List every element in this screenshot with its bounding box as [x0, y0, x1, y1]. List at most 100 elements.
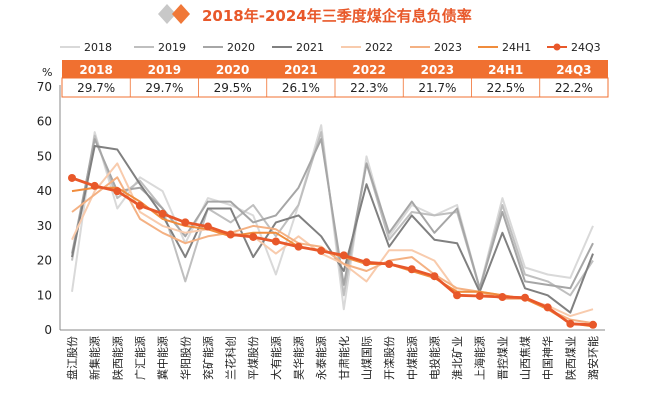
- table-header-cell: 2022: [352, 63, 385, 77]
- legend-item-24Q3: 24Q3: [547, 41, 601, 54]
- legend-item-2019: 2019: [134, 41, 186, 54]
- legend-item-2023: 2023: [410, 41, 462, 54]
- title-diamond-orange-icon: [172, 4, 190, 24]
- data-point: [90, 181, 99, 190]
- x-tick-label: 陕西煤业: [563, 336, 577, 380]
- data-point: [498, 293, 507, 302]
- x-tick-label: 兰花科创: [224, 336, 238, 380]
- legend-label: 24Q3: [571, 41, 601, 54]
- y-tick-label: 70: [37, 80, 52, 94]
- table-header-cell: 24Q3: [556, 63, 591, 77]
- table-value-cell: 22.5%: [487, 81, 525, 95]
- table-value-cell: 26.1%: [282, 81, 320, 95]
- legend-item-2021: 2021: [272, 41, 324, 54]
- data-point: [566, 319, 575, 328]
- table-header-cell: 24H1: [488, 63, 523, 77]
- legend-label: 2022: [365, 41, 393, 54]
- legend-label: 2018: [84, 41, 112, 54]
- y-axis-unit: %: [42, 66, 52, 79]
- table-header-cell: 2023: [421, 63, 454, 77]
- y-tick-label: 40: [37, 184, 52, 198]
- table-value-cell: 22.3%: [350, 81, 388, 95]
- x-tick-label: 电投能源: [427, 336, 441, 380]
- legend-item-2022: 2022: [341, 41, 393, 54]
- x-tick-label: 上海能源: [473, 336, 487, 380]
- x-tick-label: 开滦股份: [382, 336, 396, 380]
- table-value-cell: 29.5%: [214, 81, 252, 95]
- data-point: [339, 251, 348, 260]
- title-group: 2018年-2024年三季度煤企有息负债率: [158, 4, 472, 25]
- data-point: [135, 201, 144, 210]
- x-tick-label: 淮北矿业: [451, 336, 464, 380]
- x-tick-label: 冀中能源: [156, 336, 170, 380]
- table-value-cell: 22.2%: [555, 81, 593, 95]
- y-tick-label: 60: [37, 115, 52, 129]
- data-point: [271, 237, 280, 246]
- series-line: [71, 145, 594, 314]
- legend-label: 2020: [227, 41, 255, 54]
- data-point: [385, 260, 394, 269]
- title-diamond-gray-icon: [158, 4, 176, 24]
- data-point: [475, 291, 484, 300]
- x-tick-label: 中国神华: [541, 336, 555, 380]
- x-tick-label: 盘江股份: [65, 336, 79, 380]
- data-point: [226, 230, 235, 239]
- series-2021: [71, 145, 594, 314]
- series-line: [71, 162, 594, 318]
- data-point: [521, 293, 530, 302]
- series-2023: [71, 176, 594, 325]
- summary-table: 2018 29.7% 2019 29.7% 2020 29.5% 2021 26.1% 2022…: [61, 60, 609, 98]
- data-point: [407, 265, 416, 274]
- data-point: [543, 303, 552, 312]
- table-value-cell: 29.7%: [77, 81, 115, 95]
- table-header-row: [62, 60, 608, 78]
- data-point: [113, 187, 122, 196]
- series-2020: [71, 138, 594, 290]
- table-header-cell: 2019: [148, 63, 181, 77]
- data-point: [158, 209, 167, 218]
- data-point: [453, 291, 462, 300]
- legend-label: 2019: [158, 41, 186, 54]
- y-tick-label: 30: [37, 219, 52, 233]
- legend-label: 2023: [434, 41, 462, 54]
- x-tick-label: 陕西能源: [110, 336, 124, 380]
- plot-area: [68, 124, 597, 329]
- x-tick-label: 兖矿能源: [201, 336, 215, 380]
- y-tick-label: 50: [37, 149, 52, 163]
- x-tick-label: 华阳股份: [178, 336, 192, 380]
- legend-item-2020: 2020: [203, 41, 255, 54]
- data-point: [294, 242, 303, 251]
- table-header-cell: 2020: [216, 63, 249, 77]
- y-tick-label: 20: [37, 254, 52, 268]
- x-tick-label: 中煤能源: [405, 336, 419, 380]
- x-tick-label: 平煤股份: [247, 336, 260, 380]
- series-line: [71, 176, 594, 325]
- legend-label: 24H1: [502, 41, 531, 54]
- series-24Q3: [68, 173, 597, 329]
- table-value-cell: 21.7%: [418, 81, 456, 95]
- series-2022: [71, 162, 594, 318]
- data-point: [317, 246, 326, 255]
- legend-marker: [553, 43, 561, 51]
- y-axis: % 0 10 20 30 40 50 60 70: [37, 66, 61, 337]
- x-tick-label: 大有能源: [269, 336, 283, 380]
- data-point: [249, 232, 258, 241]
- table-header-cell: 2021: [284, 63, 317, 77]
- x-tick-label: 晋控煤业: [495, 336, 509, 380]
- legend-item-2018: 2018: [60, 41, 112, 54]
- x-tick-label: 甘肃能化: [337, 336, 351, 380]
- x-tick-label: 山西焦煤: [519, 336, 532, 380]
- series-line: [71, 138, 594, 290]
- data-point: [430, 272, 439, 281]
- chart-title: 2018年-2024年三季度煤企有息负债率: [202, 7, 472, 25]
- y-tick-label: 0: [44, 323, 52, 337]
- y-tick-label: 10: [37, 288, 52, 302]
- data-point: [362, 258, 371, 267]
- x-tick-label: 山煤国际: [360, 336, 373, 380]
- legend: 2018 2019 2020 2021 2022 2023 24H1 24Q3: [60, 41, 601, 54]
- data-point: [68, 173, 76, 182]
- x-tick-label: 永泰能源: [314, 336, 328, 380]
- x-tick-label: 新集能源: [88, 336, 102, 380]
- x-axis: 盘江股份 新集能源 陕西能源 广汇能源 冀中能源 华阳股份 兖矿能源 兰花科创 平煤股份 大有能源…: [60, 329, 605, 380]
